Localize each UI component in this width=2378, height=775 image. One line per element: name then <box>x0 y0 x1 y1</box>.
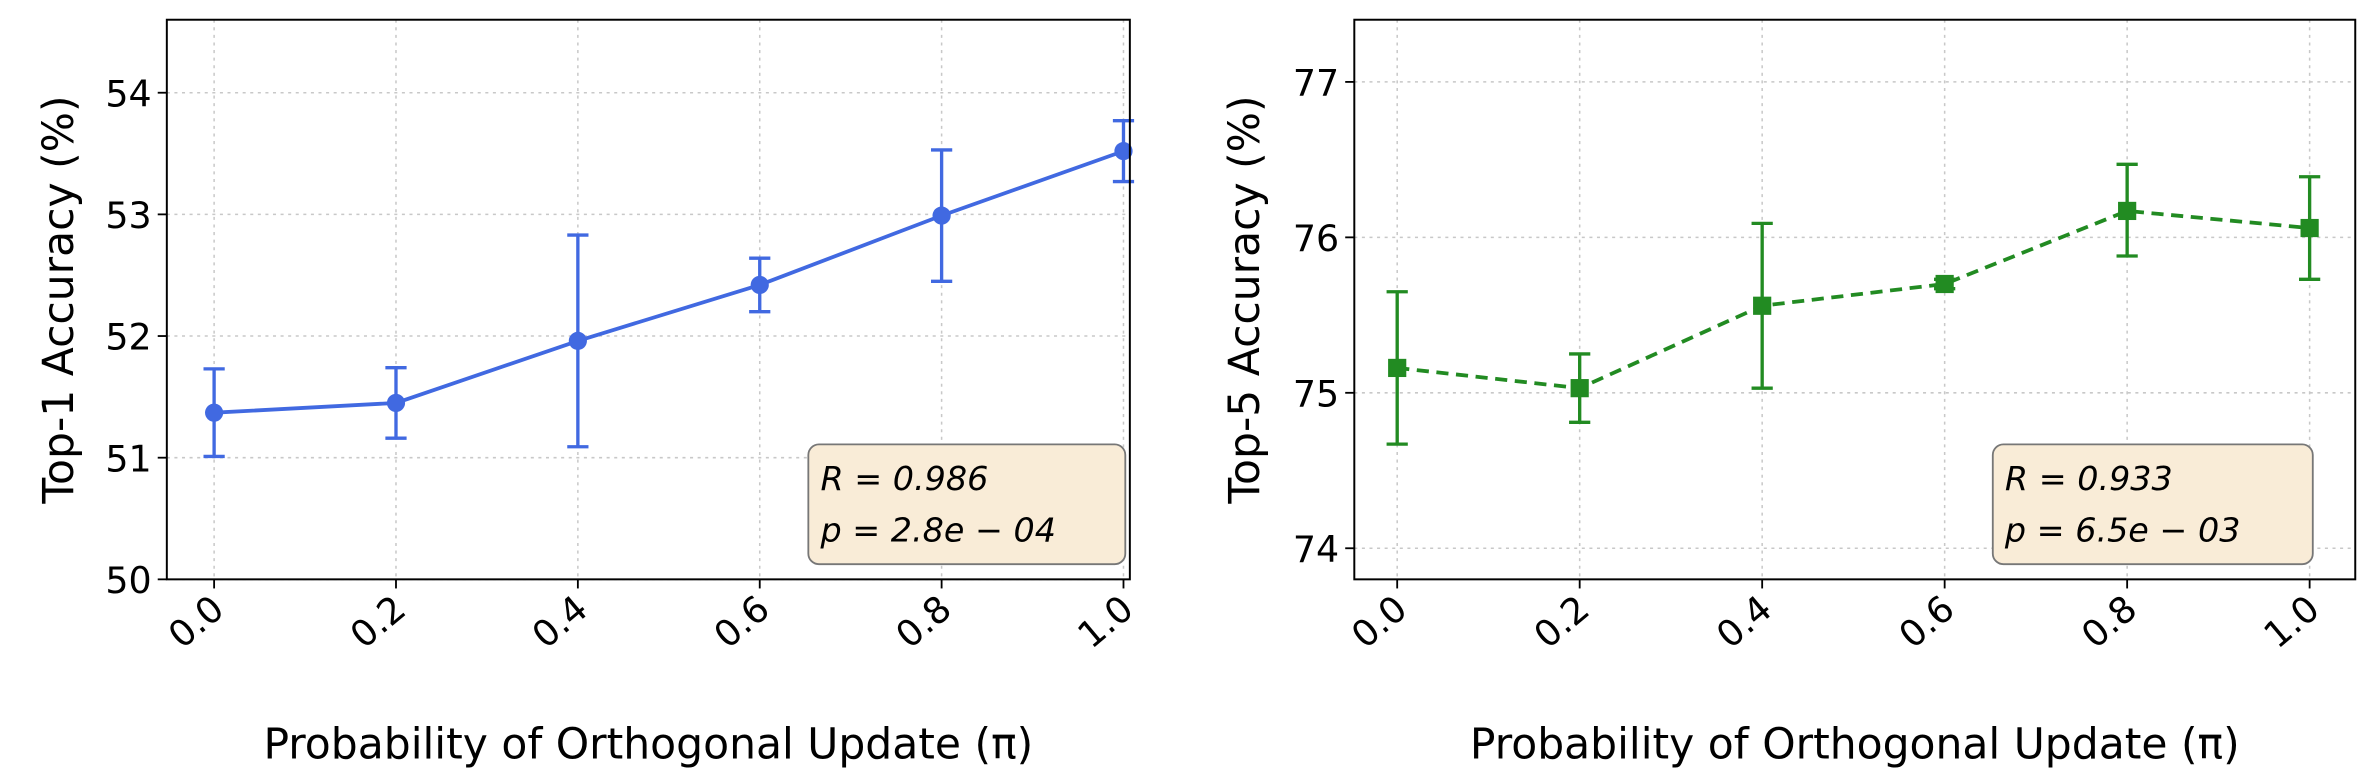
series-line <box>214 149 1125 415</box>
x-tick-label: 0.2 <box>342 587 414 657</box>
p-value-label: p = 6.5e − 03 <box>2004 510 2241 549</box>
x-tick-label: 0.6 <box>706 587 778 657</box>
data-point <box>205 403 224 422</box>
axes-frame <box>1353 18 2357 581</box>
data-point <box>1388 358 1407 378</box>
data-point <box>1935 274 1954 294</box>
data-point <box>568 331 587 351</box>
x-tick-label: 0.4 <box>524 587 596 657</box>
x-tick-label: 1.0 <box>2256 587 2328 657</box>
x-axis-label: Probability of Orthogonal Update (π) <box>1470 720 2240 769</box>
y-tick-label: 76 <box>1293 217 1339 260</box>
y-tick-label: 50 <box>105 559 151 602</box>
series-line <box>1396 209 2310 391</box>
y-tick-label: 75 <box>1293 372 1339 415</box>
x-tick-label: 0.0 <box>1343 587 1415 657</box>
y-tick-label: 51 <box>105 437 151 480</box>
x-tick-label: 0.2 <box>1526 587 1598 657</box>
y-tick-label: 54 <box>105 72 151 115</box>
y-axis-label: Top-1 Accuracy (%) <box>35 95 84 504</box>
y-tick-label: 52 <box>105 316 151 359</box>
y-axis-label: Top-5 Accuracy (%) <box>1221 95 1270 504</box>
data-point <box>1114 142 1133 161</box>
data-point <box>2300 218 2319 238</box>
x-tick-label: 0.6 <box>1891 587 1963 657</box>
stats-box <box>1991 443 2314 566</box>
stats-box <box>807 443 1127 566</box>
x-axis-label: Probability of Orthogonal Update (π) <box>263 720 1033 769</box>
x-tick-label: 1.0 <box>1069 587 1141 657</box>
axes-frame <box>165 18 1131 581</box>
p-value-label: p = 2.8e − 04 <box>819 510 1056 549</box>
data-point <box>2118 201 2137 221</box>
top5-accuracy-panel: 0.0 0.2 0.4 0.6 0.8 1.0 74 75 76 77 Probability of… <box>1221 18 2357 769</box>
x-tick-label: 0.0 <box>160 587 232 657</box>
data-point <box>386 393 406 413</box>
correlation-r-label: R = 0.933 <box>2005 459 2173 498</box>
data-point <box>1753 296 1772 315</box>
x-tick-label: 0.8 <box>888 587 960 657</box>
x-tick-label: 0.8 <box>2073 587 2145 657</box>
y-tick-label: 53 <box>105 194 151 237</box>
y-tick-label: 77 <box>1293 62 1339 105</box>
top1-accuracy-panel: 0.0 0.2 0.4 0.6 0.8 1.0 50 51 52 53 54 Probability … <box>35 18 1141 769</box>
data-point <box>750 275 769 295</box>
data-point <box>1570 379 1589 398</box>
y-tick-label: 74 <box>1293 528 1339 571</box>
data-point <box>932 206 951 225</box>
correlation-r-label: R = 0.986 <box>820 459 988 498</box>
x-tick-label: 0.4 <box>1708 587 1780 657</box>
